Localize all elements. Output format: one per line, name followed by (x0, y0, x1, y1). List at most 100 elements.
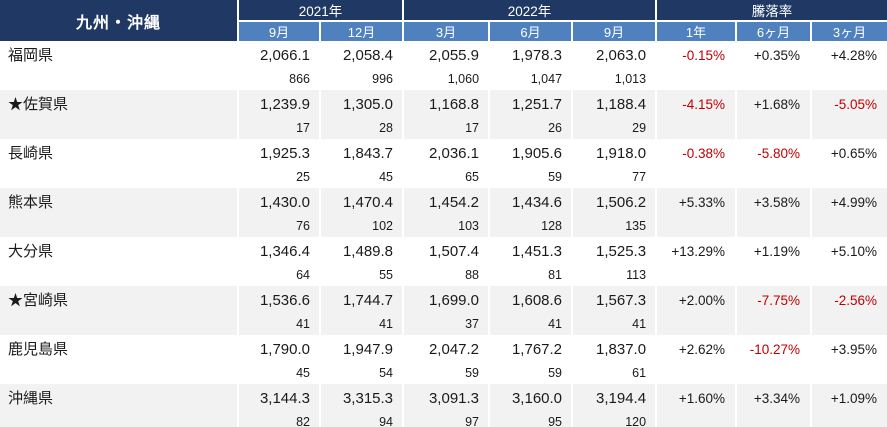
count-value: 41 (239, 315, 321, 335)
sub-header-row: 9月 12月 3月 6月 9月 1年 6ヶ月 3ヶ月 (0, 22, 887, 41)
rate-value: +5.33% (657, 188, 738, 237)
price-value: 1,239.9 (239, 90, 321, 119)
price-value: 1,536.6 (239, 286, 321, 315)
prefecture-name: 沖縄県 (0, 384, 239, 427)
count-value: 103 (404, 217, 491, 237)
rate-value: +4.99% (812, 188, 887, 237)
count-value: 81 (490, 266, 574, 286)
rate-value: -4.15% (657, 90, 738, 139)
price-value: 1,188.4 (573, 90, 658, 119)
group-header-row: 九州・沖縄 2021年 2022年 騰落率 (0, 0, 887, 41)
table-count-row: 76 102 103 128 135 (0, 217, 887, 237)
rate-value: -10.27% (737, 335, 813, 384)
rate-value: +1.68% (737, 90, 813, 139)
price-value: 1,699.0 (404, 286, 491, 315)
price-value: 1,507.4 (404, 237, 491, 266)
table-row: 大分県 1,346.4 1,489.8 1,507.4 1,451.3 1,52… (0, 237, 887, 286)
table-row: 福岡県 2,066.1 2,058.4 2,055.9 1,978.3 2,06… (0, 41, 887, 90)
price-value: 1,567.3 (573, 286, 658, 315)
prefecture-name: 熊本県 (0, 188, 239, 237)
price-value: 1,918.0 (573, 139, 658, 168)
table-count-row: 82 94 97 95 120 (0, 413, 887, 427)
price-value: 1,608.6 (490, 286, 574, 315)
count-value: 76 (239, 217, 321, 237)
price-value: 3,160.0 (490, 384, 574, 413)
price-value: 1,451.3 (490, 237, 574, 266)
price-value: 2,047.2 (404, 335, 491, 364)
price-value: 1,489.8 (321, 237, 405, 266)
price-value: 1,925.3 (239, 139, 321, 168)
table-count-row: 25 45 65 59 77 (0, 168, 887, 188)
rate-value: +1.60% (657, 384, 738, 427)
rate-value: -5.80% (737, 139, 813, 188)
month-col-header: 12月 (321, 22, 405, 41)
table-count-row: 64 55 88 81 113 (0, 266, 887, 286)
price-value: 2,036.1 (404, 139, 491, 168)
price-value: 1,251.7 (490, 90, 574, 119)
count-value: 54 (321, 364, 405, 384)
price-value: 3,315.3 (321, 384, 405, 413)
table-row: 長崎県 1,925.3 1,843.7 2,036.1 1,905.6 1,91… (0, 139, 887, 188)
rate-col-header: 1年 (657, 22, 738, 41)
count-value: 41 (573, 315, 658, 335)
count-value: 41 (321, 315, 405, 335)
price-value: 1,346.4 (239, 237, 321, 266)
rate-group-header: 騰落率 (657, 0, 887, 22)
count-value: 29 (573, 119, 658, 139)
price-value: 1,506.2 (573, 188, 658, 217)
price-value: 3,144.3 (239, 384, 321, 413)
rate-value: +5.10% (812, 237, 887, 286)
prefecture-name: 大分県 (0, 237, 239, 286)
count-value: 61 (573, 364, 658, 384)
price-value: 1,470.4 (321, 188, 405, 217)
rate-col-header: 3ヶ月 (812, 22, 887, 41)
rate-value: +2.00% (657, 286, 738, 335)
price-value: 1,305.0 (321, 90, 405, 119)
price-value: 1,978.3 (490, 41, 574, 70)
price-value: 1,837.0 (573, 335, 658, 364)
rate-value: -2.56% (812, 286, 887, 335)
rate-value: -0.15% (657, 41, 738, 90)
rate-value: +3.95% (812, 335, 887, 384)
table-row: ★宮崎県 1,536.6 1,744.7 1,699.0 1,608.6 1,5… (0, 286, 887, 335)
count-value: 97 (404, 413, 491, 427)
price-value: 1,767.2 (490, 335, 574, 364)
table-row: 沖縄県 3,144.3 3,315.3 3,091.3 3,160.0 3,19… (0, 384, 887, 427)
count-value: 135 (573, 217, 658, 237)
price-value: 2,055.9 (404, 41, 491, 70)
count-value: 1,013 (573, 70, 658, 90)
price-value: 3,194.4 (573, 384, 658, 413)
price-value: 1,525.3 (573, 237, 658, 266)
count-value: 1,060 (404, 70, 491, 90)
rate-value: +2.62% (657, 335, 738, 384)
month-col-header: 9月 (239, 22, 321, 41)
count-value: 59 (404, 364, 491, 384)
count-value: 59 (490, 364, 574, 384)
month-col-header: 9月 (573, 22, 658, 41)
count-value: 64 (239, 266, 321, 286)
table-count-row: 17 28 17 26 29 (0, 119, 887, 139)
count-value: 120 (573, 413, 658, 427)
rate-value: +1.19% (737, 237, 813, 286)
rate-value: -7.75% (737, 286, 813, 335)
prefecture-name: 鹿児島県 (0, 335, 239, 384)
price-value: 1,434.6 (490, 188, 574, 217)
table-body: 福岡県 2,066.1 2,058.4 2,055.9 1,978.3 2,06… (0, 41, 887, 427)
price-value: 1,168.8 (404, 90, 491, 119)
count-value: 77 (573, 168, 658, 188)
price-value: 2,063.0 (573, 41, 658, 70)
rate-value: +3.58% (737, 188, 813, 237)
count-value: 25 (239, 168, 321, 188)
table-count-row: 45 54 59 59 61 (0, 364, 887, 384)
price-value: 1,947.9 (321, 335, 405, 364)
prefecture-name: 長崎県 (0, 139, 239, 188)
price-value: 1,790.0 (239, 335, 321, 364)
count-value: 88 (404, 266, 491, 286)
rate-value: +4.28% (812, 41, 887, 90)
table-count-row: 866 996 1,060 1,047 1,013 (0, 70, 887, 90)
count-value: 45 (321, 168, 405, 188)
count-value: 59 (490, 168, 574, 188)
price-value: 1,454.2 (404, 188, 491, 217)
rate-value: -0.38% (657, 139, 738, 188)
